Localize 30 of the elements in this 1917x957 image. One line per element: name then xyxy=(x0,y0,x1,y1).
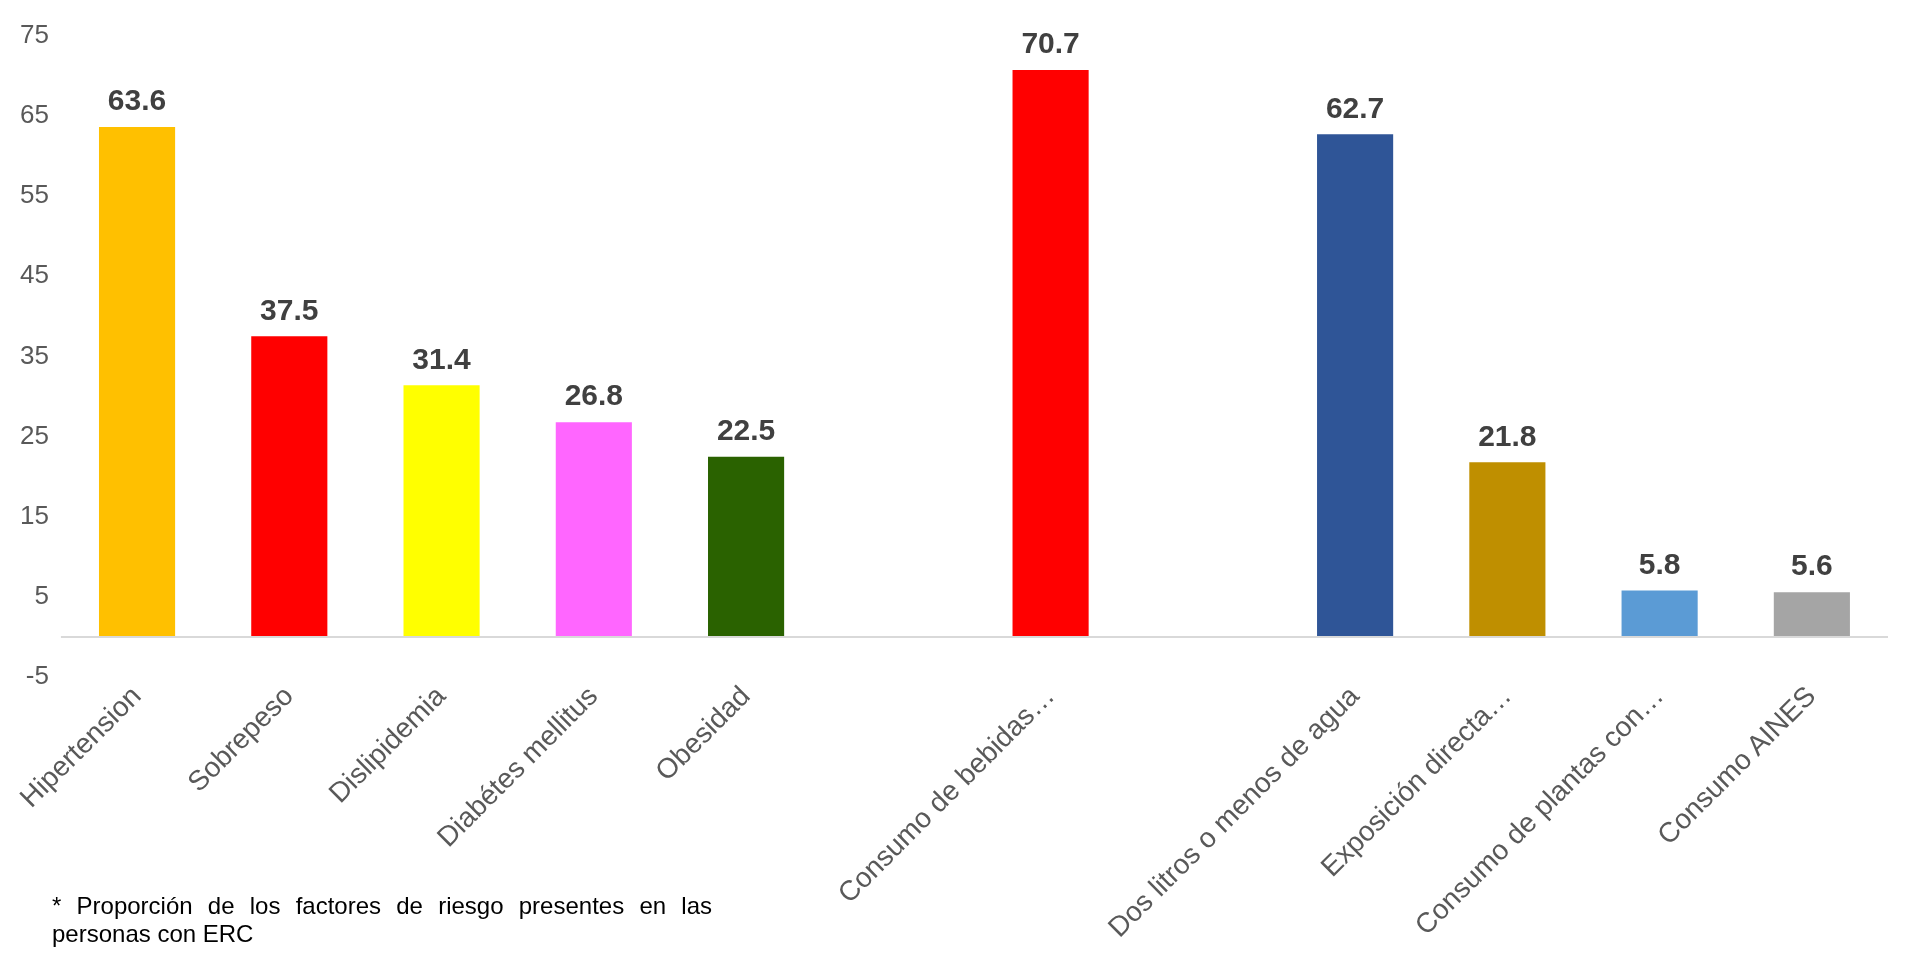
y-tick-label: 15 xyxy=(20,499,49,530)
data-label: 62.7 xyxy=(1325,90,1385,124)
y-tick-label: 5 xyxy=(34,580,49,611)
bar xyxy=(403,385,480,638)
bar xyxy=(1621,590,1698,638)
bar xyxy=(555,422,632,638)
y-tick-label: 75 xyxy=(20,18,49,49)
data-label: 63.6 xyxy=(107,83,167,117)
bar xyxy=(1012,70,1089,638)
data-label: 5.6 xyxy=(1791,548,1833,582)
y-tick-label: 25 xyxy=(20,419,49,450)
y-tick-label: 35 xyxy=(20,339,49,370)
bar xyxy=(1317,134,1394,638)
data-label: 31.4 xyxy=(412,341,472,375)
bar xyxy=(708,456,785,638)
data-label: 22.5 xyxy=(716,412,776,446)
data-label: 21.8 xyxy=(1478,418,1537,452)
y-tick-label: -5 xyxy=(25,660,49,691)
bar xyxy=(251,336,328,638)
y-tick-label: 55 xyxy=(20,179,49,210)
bar xyxy=(98,127,176,638)
data-label: 37.5 xyxy=(260,292,319,326)
bar xyxy=(1469,462,1546,638)
y-tick-label: 65 xyxy=(20,98,49,129)
text: * Proporción de los factores de riesgo presentes en las personas con ERC xyxy=(52,892,712,948)
data-label: 5.8 xyxy=(1638,546,1681,580)
data-label: 70.7 xyxy=(1021,26,1080,60)
data-label: 26.8 xyxy=(564,378,624,412)
bar xyxy=(1773,592,1850,638)
y-tick-label: 45 xyxy=(20,259,49,290)
